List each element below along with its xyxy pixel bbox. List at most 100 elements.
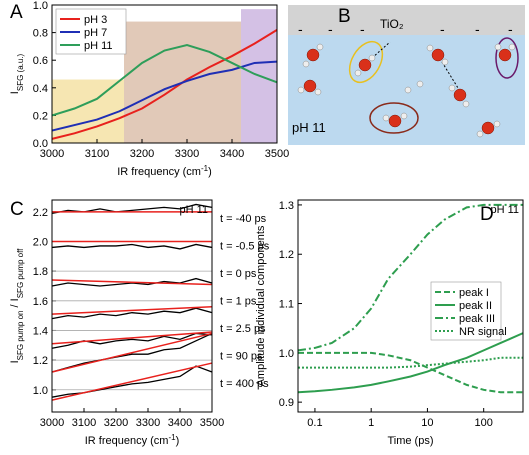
y-tick-label: 1.4 (33, 325, 48, 337)
series-line (297, 203, 523, 352)
y-tick-label: 1.8 (33, 266, 48, 278)
panel-b: B TiO₂ pH 11 - - - - - - (288, 5, 525, 145)
x-tick-label: 10 (421, 417, 433, 429)
axis-label-part: I (9, 91, 21, 94)
y-tick-label: 1.2 (279, 249, 294, 261)
charge: - (475, 21, 480, 37)
highlight (348, 40, 384, 84)
axis-label-part: Time (ps) (387, 435, 433, 447)
legend-label: pH 3 (84, 14, 107, 26)
legend-label: peak II (459, 300, 492, 312)
axis-label: ISFG (a.u.) (9, 53, 25, 94)
hydrogen-atoms (297, 43, 516, 138)
trace-label: t = 400 ps (220, 378, 269, 390)
surface-label: TiO₂ (380, 17, 404, 31)
series-line (51, 332, 213, 373)
legend-label: NR signal (459, 326, 507, 338)
annotation: pH 11 (490, 204, 519, 216)
x-tick-label: 3200 (104, 417, 128, 429)
legend-label: peak I (459, 287, 489, 299)
panel-label: D (480, 204, 494, 225)
trace-label: t = 2.5 ps (220, 323, 266, 335)
x-tick-label: 3500 (200, 417, 224, 429)
y-tick-label: 1.0 (33, 385, 48, 397)
y-tick-label: 1.6 (33, 296, 48, 308)
axis-label-part: IR frequency (cm (85, 435, 169, 447)
charge: - (508, 21, 513, 37)
tio2-surface (288, 5, 525, 35)
plot-frame (297, 199, 524, 413)
axis-label-part: -1 (168, 433, 176, 442)
fit-line (51, 279, 213, 286)
series-line (51, 243, 213, 250)
x-tick-label: 3500 (265, 148, 289, 160)
x-tick-label: 3300 (175, 148, 199, 160)
axis-label-part: Amplitude individual components (255, 225, 267, 386)
h-bond (441, 61, 459, 89)
series-line (51, 43, 278, 117)
axis-label-part: -1 (201, 164, 209, 173)
annotation: pH 11 (179, 204, 208, 216)
trace-label: t = -40 ps (220, 213, 267, 225)
axis-label-part: SFG pump on (16, 311, 25, 361)
y-tick-label: 0.8 (33, 28, 48, 40)
trace-label: t = -0.5 ps (220, 241, 270, 253)
legend-label: pH 7 (84, 27, 107, 39)
x-tick-label: 3400 (168, 417, 192, 429)
axis-label-part: / I (9, 298, 21, 310)
x-tick-label: 3200 (130, 148, 154, 160)
solution-label: pH 11 (292, 120, 326, 135)
x-tick-label: 100 (475, 417, 493, 429)
y-tick-label: 0.6 (33, 55, 48, 67)
series-line (297, 332, 524, 394)
y-tick-label: 0.2 (33, 110, 48, 122)
y-tick-label: 2.2 (33, 207, 48, 219)
x-tick-label: 3400 (220, 148, 244, 160)
series-line (51, 28, 278, 140)
highlight (369, 102, 419, 134)
axis-label: IR frequency (cm-1) (117, 164, 212, 179)
charge: - (440, 21, 445, 37)
plot-frame (51, 199, 213, 413)
fit-line (51, 305, 213, 315)
panel-label: C (10, 199, 24, 220)
y-tick-label: 1.1 (279, 299, 294, 311)
fit-line (51, 331, 213, 345)
h-bond (371, 41, 391, 59)
axis-label-part: IR frequency (cm (117, 166, 201, 178)
axis-label: Time (ps) (387, 435, 433, 447)
series-line (51, 332, 213, 349)
y-tick-label: 2.0 (33, 237, 48, 249)
legend-label: pH 11 (84, 40, 113, 52)
y-tick-label: 1.0 (33, 0, 48, 12)
charge: - (298, 21, 303, 37)
x-tick-label: 3100 (72, 417, 96, 429)
y-tick-label: 0.9 (279, 397, 294, 409)
fit-line (51, 332, 213, 373)
axis-label: Amplitude individual components (255, 225, 267, 386)
trace-label: t = 1 ps (220, 296, 257, 308)
axis-label-part: ) (208, 166, 212, 178)
charge: - (328, 21, 333, 37)
panel-label: B (338, 6, 351, 27)
series-line (51, 307, 213, 320)
legend-label: peak III (459, 313, 495, 325)
y-tick-label: 1.3 (279, 200, 294, 212)
series-line (298, 356, 523, 369)
fit-line (51, 362, 213, 401)
axis-label-part: SFG pump off (16, 248, 25, 298)
trace-label: t = 90 ps (220, 351, 263, 363)
x-tick-label: 0.1 (307, 417, 322, 429)
x-tick-label: 3000 (40, 417, 64, 429)
y-tick-label: 1.2 (33, 355, 48, 367)
oxygen-atoms (303, 48, 512, 135)
y-tick-label: 0.0 (33, 138, 48, 150)
plot-frame (51, 4, 278, 144)
y-tick-label: 0.4 (33, 83, 48, 95)
axis-label: IR frequency (cm-1) (85, 433, 180, 448)
series-line (298, 351, 523, 394)
legend-box (430, 281, 502, 341)
trace-label: t = 0 ps (220, 268, 257, 280)
axis-label: ISFG pump on / ISFG pump off (9, 248, 25, 364)
